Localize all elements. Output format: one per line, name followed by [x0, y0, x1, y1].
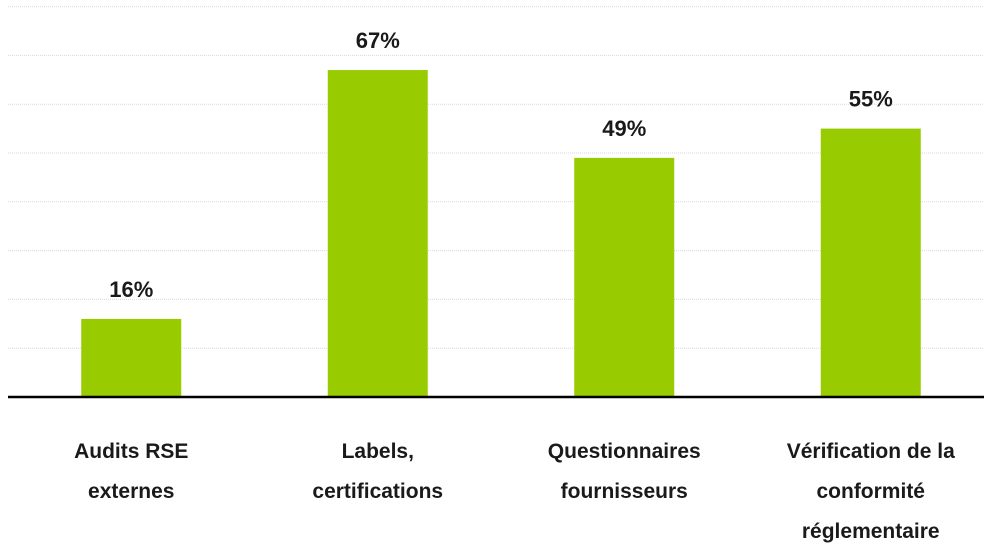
x-tick-label: Questionnaires [548, 440, 701, 463]
x-tick-label: Labels, [342, 440, 414, 463]
bars [81, 70, 921, 397]
bar [820, 128, 921, 397]
x-tick-label: certifications [312, 480, 443, 503]
value-labels: 16% 67% 49% 55% [109, 28, 893, 302]
x-tick-label: externes [88, 480, 174, 503]
x-tick-label: conformité [816, 480, 925, 503]
gridlines [8, 6, 984, 349]
data-label: 67% [356, 28, 400, 53]
x-tick-label: fournisseurs [561, 480, 688, 503]
x-tick-label: Vérification de la [787, 440, 955, 463]
x-tick-label: réglementaire [802, 520, 940, 543]
bar [81, 318, 182, 397]
data-label: 55% [849, 87, 893, 112]
x-tick-label: Audits RSE [74, 440, 188, 463]
data-label: 49% [602, 116, 646, 141]
bar [574, 157, 675, 397]
data-label: 16% [109, 277, 153, 302]
bar [327, 70, 428, 397]
category-labels: Audits RSE externes Labels, certifications Q… [74, 440, 955, 543]
